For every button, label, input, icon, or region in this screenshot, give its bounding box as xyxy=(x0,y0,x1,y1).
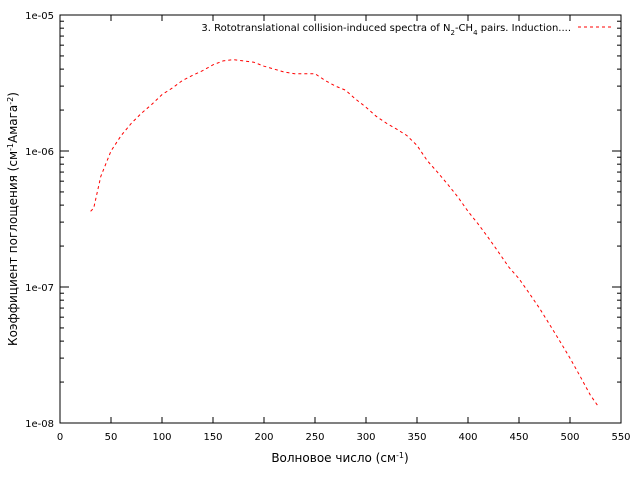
legend: 3. Rototranslational collision-induced s… xyxy=(201,23,611,37)
y-axis-title: Коэффициент поглощения (см-1Амага-2) xyxy=(6,92,21,346)
x-tick-label: 300 xyxy=(356,432,375,443)
series-layer xyxy=(90,59,598,406)
x-tick-label: 350 xyxy=(407,432,426,443)
plot-frame xyxy=(59,14,622,424)
x-tick-label: 200 xyxy=(254,432,273,443)
x-tick-label: 150 xyxy=(203,432,222,443)
y-tick-label: 1e-08 xyxy=(25,419,54,430)
x-axis-ticks: 0 50 100 150 200 250 300 350 400 450 500 550 xyxy=(57,15,631,443)
x-axis-title: Волновое число (см-1) xyxy=(271,451,408,466)
x-tick-label: 100 xyxy=(152,432,171,443)
legend-label: 3. Rototranslational collision-induced s… xyxy=(201,23,571,37)
x-tick-label: 50 xyxy=(105,432,118,443)
x-tick-label: 0 xyxy=(57,432,63,443)
x-tick-label: 500 xyxy=(560,432,579,443)
x-tick-label: 450 xyxy=(509,432,528,443)
x-tick-label: 400 xyxy=(458,432,477,443)
x-tick-label: 250 xyxy=(305,432,324,443)
x-tick-label: 550 xyxy=(611,432,630,443)
y-tick-label: 1e-06 xyxy=(25,147,54,158)
y-tick-label: 1e-07 xyxy=(25,283,54,294)
series-line xyxy=(90,59,598,406)
y-axis-ticks: 1e-05 1e-06 1e-07 1e-08 xyxy=(25,11,621,430)
y-tick-label: 1e-05 xyxy=(25,11,54,22)
